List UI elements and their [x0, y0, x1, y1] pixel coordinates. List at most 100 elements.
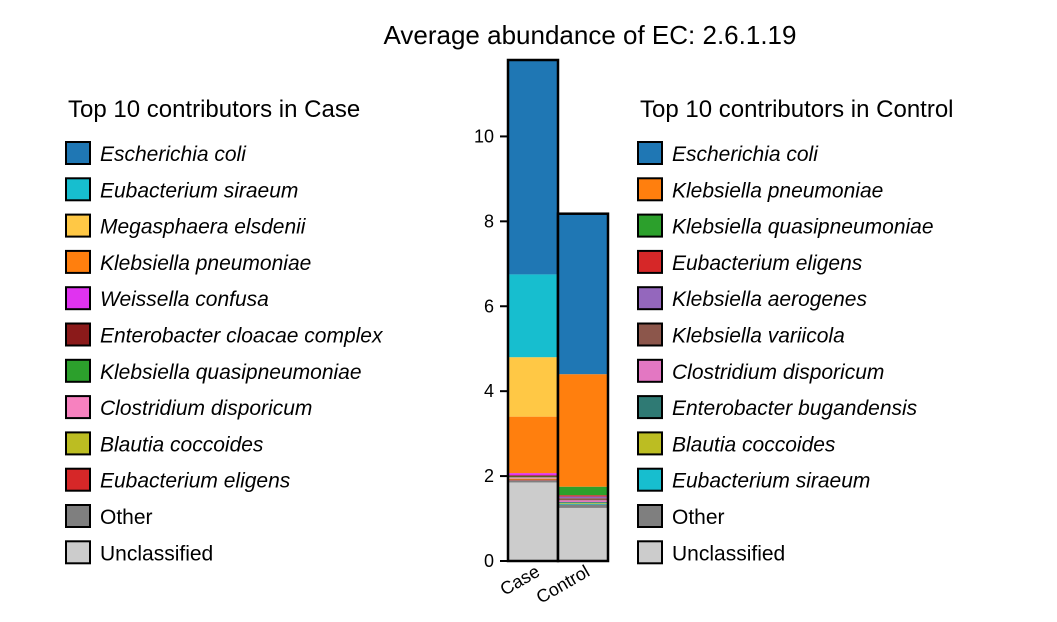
- segment-control-blautia-coccoides: [558, 502, 608, 504]
- segment-control-eubacterium-eligens: [558, 495, 608, 497]
- legend-item-klebsiella-aerogenes: Klebsiella aerogenes: [637, 286, 867, 311]
- legend-swatch: [637, 395, 663, 420]
- legend-label: Klebsiella quasipneumoniae: [100, 361, 362, 384]
- legend-item-klebsiella-quasipneumoniae: Klebsiella quasipneumoniae: [637, 213, 934, 239]
- legend-swatch: [637, 141, 663, 165]
- legend-swatch: [637, 213, 663, 238]
- legend-item-clostridium-disporicum: Clostridium disporicum: [65, 395, 312, 420]
- segment-control-enterobacter-bugandensis: [558, 501, 608, 503]
- legend-label: Eubacterium siraeum: [100, 179, 298, 202]
- legend-item-unclassified: Unclassified: [65, 540, 213, 565]
- legend-label: Klebsiella quasipneumoniae: [672, 216, 934, 239]
- legend-label: Other: [672, 506, 725, 529]
- legend-item-eubacterium-siraeum: Eubacterium siraeum: [637, 467, 870, 493]
- legend-item-klebsiella-pneumoniae: Klebsiella pneumoniae: [637, 177, 883, 202]
- legend-label: Clostridium disporicum: [100, 397, 312, 420]
- segment-control-eubacterium-siraeum: [558, 503, 608, 505]
- y-tick-label: 6: [484, 296, 494, 316]
- legend-item-eubacterium-siraeum: Eubacterium siraeum: [65, 177, 298, 202]
- legend-control: Top 10 contributors in Control Escherichi…: [637, 96, 954, 565]
- legend-label: Escherichia coli: [672, 143, 819, 166]
- legend-swatch: [637, 177, 663, 202]
- legend-swatch: [637, 431, 663, 456]
- x-tick-label-control: Control: [533, 561, 593, 607]
- legend-label: Megasphaera elsdenii: [100, 216, 307, 239]
- legend-swatch: [637, 467, 663, 492]
- legend-swatch: [65, 467, 91, 492]
- legend-label: Other: [100, 506, 153, 529]
- legend-item-eubacterium-eligens: Eubacterium eligens: [637, 249, 863, 275]
- legend-label: Blautia coccoides: [100, 433, 264, 456]
- segment-case-eubacterium-siraeum: [508, 274, 558, 358]
- legend-item-enterobacter-cloacae-complex: Enterobacter cloacae complex: [65, 322, 384, 348]
- legend-label: Klebsiella pneumoniae: [672, 179, 883, 202]
- bar-outline-control: [556, 212, 610, 563]
- legend-label: Enterobacter bugandensis: [672, 397, 918, 420]
- legend-swatch: [65, 358, 91, 383]
- segment-control-clostridium-disporicum: [558, 500, 608, 502]
- legend-label: Klebsiella pneumoniae: [100, 252, 311, 275]
- legend-item-eubacterium-eligens: Eubacterium eligens: [65, 467, 291, 493]
- legend-swatch: [65, 177, 91, 202]
- legend-label: Clostridium disporicum: [672, 361, 884, 384]
- legend-label: Enterobacter cloacae complex: [100, 325, 384, 348]
- y-tick-label: 8: [484, 211, 494, 231]
- legend-item-other: Other: [65, 504, 153, 529]
- segment-control-klebsiella-quasipneumoniae: [558, 486, 608, 496]
- segment-case-klebsiella-quasipneumoniae: [508, 476, 558, 478]
- segment-case-escherichia-coli: [508, 60, 558, 275]
- bar-control: [556, 212, 610, 563]
- legend-label: Klebsiella variicola: [672, 325, 845, 348]
- segment-control-klebsiella-variicola: [558, 498, 608, 501]
- legend-swatch: [65, 540, 91, 565]
- legend-swatch: [65, 141, 91, 165]
- legend-label: Escherichia coli: [100, 143, 247, 166]
- segment-case-weissella-confusa: [508, 473, 558, 476]
- legend-swatch: [637, 286, 663, 311]
- legend-label: Unclassified: [672, 542, 785, 565]
- legend-swatch: [637, 322, 663, 347]
- legend-swatch: [65, 213, 91, 238]
- legend-swatch: [637, 540, 663, 565]
- legend-swatch: [65, 395, 91, 420]
- segment-case-unclassified: [508, 482, 558, 561]
- legend-swatch: [65, 322, 91, 347]
- legend-item-escherichia-coli: Escherichia coli: [637, 141, 819, 166]
- segment-case-clostridium-disporicum: [508, 477, 558, 479]
- legend-swatch: [637, 504, 663, 528]
- segment-control-klebsiella-pneumoniae: [558, 374, 608, 487]
- legend-item-megasphaera-elsdenii: Megasphaera elsdenii: [65, 213, 307, 239]
- y-tick-label: 0: [484, 551, 494, 571]
- legend-label: Eubacterium eligens: [100, 470, 291, 493]
- segment-control-unclassified: [558, 507, 608, 561]
- legend-label: Eubacterium eligens: [672, 252, 863, 275]
- legend-label: Unclassified: [100, 542, 213, 565]
- legend-label: Blautia coccoides: [672, 433, 836, 456]
- legend-item-escherichia-coli: Escherichia coli: [65, 141, 247, 166]
- segment-control-other: [558, 504, 608, 508]
- legend-swatch: [65, 431, 91, 456]
- legend-swatch: [65, 249, 91, 274]
- chart-title: Average abundance of EC: 2.6.1.19: [384, 20, 797, 50]
- legend-item-weissella-confusa: Weissella confusa: [65, 286, 269, 311]
- segment-control-escherichia-coli: [558, 213, 608, 375]
- legend-item-blautia-coccoides: Blautia coccoides: [637, 431, 836, 456]
- legend-swatch: [637, 249, 663, 274]
- segment-case-megasphaera-elsdenii: [508, 357, 558, 417]
- segment-case-enterobacter-cloacae-complex: [508, 475, 558, 477]
- segment-case-other: [508, 480, 558, 483]
- legend-item-unclassified: Unclassified: [637, 540, 785, 565]
- segment-case-klebsiella-pneumoniae: [508, 416, 558, 474]
- segment-control-klebsiella-aerogenes: [558, 496, 608, 499]
- legend-swatch: [65, 504, 91, 528]
- legend-item-enterobacter-bugandensis: Enterobacter bugandensis: [637, 395, 918, 420]
- legend-label: Klebsiella aerogenes: [672, 288, 867, 311]
- legend-title: Top 10 contributors in Case: [68, 96, 360, 123]
- segment-case-blautia-coccoides: [508, 478, 558, 480]
- legend-item-klebsiella-pneumoniae: Klebsiella pneumoniae: [65, 249, 311, 275]
- legend-swatch: [637, 358, 663, 383]
- legend-title: Top 10 contributors in Control: [640, 96, 954, 123]
